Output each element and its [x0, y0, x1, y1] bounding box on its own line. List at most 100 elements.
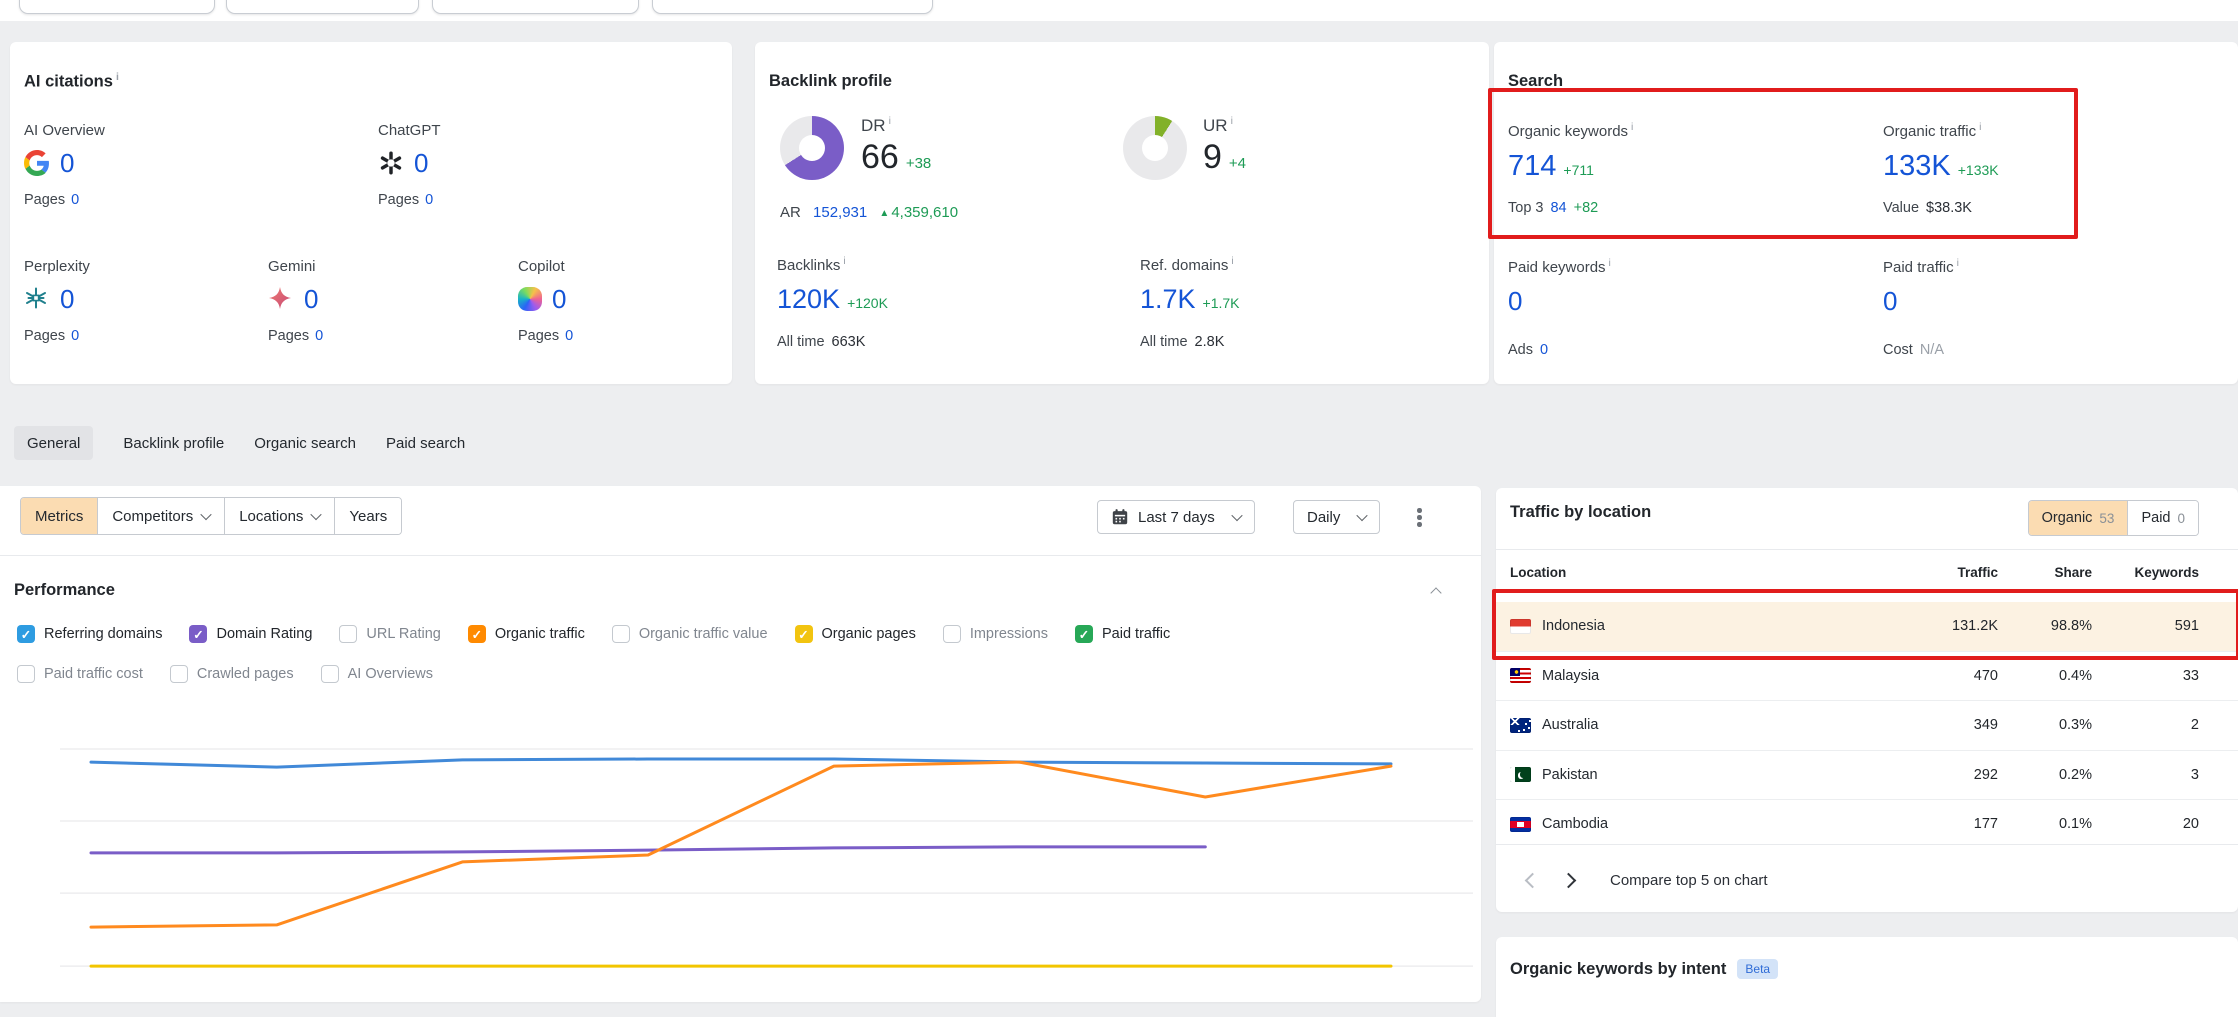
metric-checkbox-referring-domains[interactable]: Referring domains — [17, 625, 162, 643]
pages-label: Pages — [24, 192, 66, 208]
info-icon[interactable] — [889, 116, 891, 127]
checkbox-icon[interactable] — [942, 625, 961, 643]
metric-toggle-row: Paid traffic cost Crawled pages AI Overv… — [17, 665, 433, 683]
backlinks-value-link[interactable]: 120K — [777, 284, 841, 314]
ur-delta: +4 — [1228, 155, 1247, 172]
granularity-button[interactable]: Daily — [1293, 500, 1381, 534]
organic-toggle-button[interactable]: Organic 53 — [2028, 501, 2128, 535]
location-table-header: Location Traffic Share Keywords — [1510, 564, 2199, 580]
table-row-australia[interactable]: Australia 349 0.3% 2 — [1496, 700, 2238, 750]
metric-checkbox-paid-traffic[interactable]: Paid traffic — [1075, 625, 1170, 643]
checkbox-icon[interactable] — [794, 625, 813, 643]
copilot-count-link[interactable]: 0 — [552, 283, 567, 314]
next-page-button[interactable] — [1550, 862, 1586, 898]
table-row-pakistan[interactable]: Pakistan 292 0.2% 3 — [1496, 749, 2238, 800]
locations-button[interactable]: Locations — [224, 498, 335, 534]
info-icon[interactable] — [1609, 258, 1611, 269]
paid-toggle-button[interactable]: Paid 0 — [2127, 501, 2198, 535]
table-row-indonesia[interactable]: Indonesia 131.2K 98.8% 591 — [1496, 602, 2238, 651]
info-icon[interactable] — [1231, 116, 1233, 127]
ai-citations-title: AI citations — [24, 72, 119, 92]
table-row-malaysia[interactable]: Malaysia 470 0.4% 33 — [1496, 650, 2238, 701]
pages-count-link[interactable]: 0 — [565, 328, 574, 344]
keywords-count-link[interactable]: 33 — [2182, 667, 2199, 684]
checkbox-icon[interactable] — [611, 625, 630, 643]
previous-page-button[interactable] — [1514, 862, 1550, 898]
ai-overview-count-link[interactable]: 0 — [60, 147, 75, 178]
pakistan-flag-icon — [1510, 767, 1531, 783]
pages-count-link[interactable]: 0 — [315, 328, 324, 344]
top-input-box[interactable] — [19, 0, 215, 14]
checkbox-icon[interactable] — [339, 625, 358, 643]
checkbox-icon[interactable] — [169, 665, 188, 683]
ai-citation-ai-overview: AI Overview 0 Pages 0 — [24, 122, 254, 208]
ar-value-link[interactable]: 152,931 — [813, 204, 868, 221]
competitors-button[interactable]: Competitors — [97, 498, 225, 534]
ur-score: UR 9+4 — [1203, 116, 1246, 177]
checkbox-icon[interactable] — [467, 625, 486, 643]
info-icon[interactable] — [1979, 122, 1981, 133]
keywords-count-link[interactable]: 2 — [2190, 717, 2199, 734]
checkbox-icon[interactable] — [17, 625, 35, 643]
organic-traffic-value-link[interactable]: 133K — [1883, 150, 1951, 182]
divider — [0, 555, 1481, 556]
years-button[interactable]: Years — [334, 498, 402, 534]
metric-checkbox-organic-traffic-value[interactable]: Organic traffic value — [611, 625, 768, 643]
info-icon[interactable] — [1231, 256, 1233, 267]
info-icon[interactable] — [843, 256, 845, 267]
chevron-down-icon — [1231, 509, 1243, 522]
keywords-count-link[interactable]: 20 — [2182, 816, 2199, 833]
more-options-kebab-icon[interactable] — [1410, 508, 1428, 528]
performance-chart[interactable] — [60, 690, 1473, 1002]
ai-citations-card: AI citations AI Overview 0 Pages 0 ChatGP… — [10, 42, 732, 384]
checkbox-icon[interactable] — [189, 625, 208, 643]
top-input-box[interactable] — [226, 0, 419, 14]
info-icon[interactable] — [1957, 258, 1959, 269]
metric-checkbox-organic-pages[interactable]: Organic pages — [794, 625, 916, 643]
info-icon[interactable] — [1631, 122, 1633, 133]
pages-count-link[interactable]: 0 — [71, 192, 80, 208]
metric-checkbox-organic-traffic[interactable]: Organic traffic — [467, 625, 585, 643]
tab-backlink-profile[interactable]: Backlink profile — [123, 434, 225, 452]
metric-checkbox-domain-rating[interactable]: Domain Rating — [189, 625, 312, 643]
tab-organic-search[interactable]: Organic search — [254, 434, 356, 452]
keywords-count-link[interactable]: 591 — [2174, 618, 2199, 635]
metric-checkbox-impressions[interactable]: Impressions — [942, 625, 1048, 643]
checkbox-icon[interactable] — [17, 665, 35, 683]
keywords-count-link[interactable]: 3 — [2190, 766, 2199, 783]
metric-checkbox-paid-traffic-cost[interactable]: Paid traffic cost — [17, 665, 143, 683]
perplexity-count-link[interactable]: 0 — [60, 283, 75, 314]
compare-top5-link[interactable]: Compare top 5 on chart — [1610, 871, 1768, 889]
pages-count-link[interactable]: 0 — [71, 328, 80, 344]
pages-count-link[interactable]: 0 — [425, 192, 434, 208]
collapse-section-icon[interactable] — [1430, 587, 1442, 599]
metric-checkbox-url-rating[interactable]: URL Rating — [339, 625, 441, 643]
top3-value-link[interactable]: 84 — [1550, 200, 1567, 216]
search-title: Search — [1508, 72, 1564, 90]
report-tabs: General Backlink profile Organic search … — [14, 426, 465, 460]
paid-traffic-value-link[interactable]: 0 — [1883, 286, 1898, 316]
info-icon[interactable] — [116, 72, 119, 83]
metric-checkbox-ai-overviews[interactable]: AI Overviews — [320, 665, 433, 683]
checkbox-icon[interactable] — [320, 665, 339, 683]
checkbox-icon[interactable] — [1075, 625, 1093, 643]
pages-label: Pages — [378, 192, 420, 208]
ref-domains-value-link[interactable]: 1.7K — [1140, 284, 1196, 314]
metric-checkbox-crawled-pages[interactable]: Crawled pages — [169, 665, 294, 683]
gemini-count-link[interactable]: 0 — [304, 283, 319, 314]
chatgpt-count-link[interactable]: 0 — [414, 147, 429, 178]
triangle-up-icon: ▲ — [879, 208, 890, 219]
paid-keywords-value-link[interactable]: 0 — [1508, 286, 1523, 316]
date-range-button[interactable]: Last 7 days — [1097, 500, 1255, 534]
top-input-box[interactable] — [432, 0, 639, 14]
table-row-cambodia[interactable]: Cambodia 177 0.1% 20 — [1496, 799, 2238, 849]
traffic-by-location-title: Traffic by location — [1510, 503, 1652, 521]
top-input-box[interactable] — [652, 0, 933, 14]
organic-keywords-value-link[interactable]: 714 — [1508, 150, 1557, 182]
ads-value-link[interactable]: 0 — [1540, 342, 1549, 358]
metrics-button[interactable]: Metrics — [21, 498, 98, 534]
tab-general[interactable]: General — [14, 426, 94, 460]
tab-paid-search[interactable]: Paid search — [385, 434, 466, 452]
